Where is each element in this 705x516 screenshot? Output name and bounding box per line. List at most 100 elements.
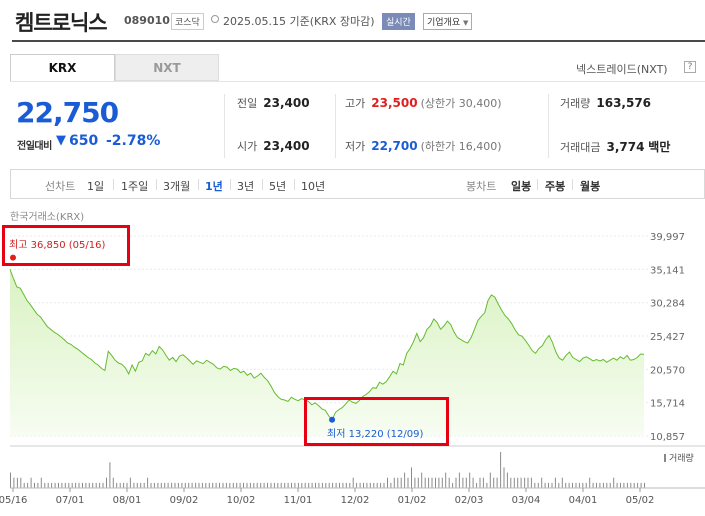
- y-tick-label: 35,141: [650, 265, 685, 276]
- volume-bar: [54, 482, 56, 488]
- period-1y[interactable]: 1년: [205, 180, 223, 193]
- volume-bar: [644, 482, 645, 488]
- tab-nxt[interactable]: NXT: [115, 54, 219, 81]
- volume-bar: [373, 482, 375, 488]
- volume-bar: [140, 482, 142, 488]
- volume-bar: [575, 482, 577, 488]
- volume-bar: [455, 477, 457, 488]
- volume-bar: [143, 482, 145, 488]
- volume-bar: [390, 482, 392, 488]
- price-chart[interactable]: 39,997 35,141 30,284 25,427 20,570 15,714 10,8…: [0, 220, 705, 516]
- period-1d[interactable]: 1일: [87, 180, 105, 193]
- volume-bar: [129, 477, 131, 488]
- volume-bar: [311, 482, 313, 488]
- volume-bar: [606, 482, 608, 488]
- volume-bar: [249, 482, 251, 488]
- volume-bar: [469, 472, 471, 488]
- help-icon[interactable]: ?: [684, 61, 696, 73]
- high-highlight-box: [2, 225, 130, 266]
- high-annotation: 최고 36,850 (05/16): [9, 236, 105, 251]
- volume-bar: [126, 482, 128, 488]
- volume-bar: [496, 477, 498, 488]
- volume-bar: [630, 482, 632, 488]
- volume-bar: [544, 482, 546, 488]
- low-value: 13,220: [348, 429, 384, 440]
- volume-bar: [332, 482, 334, 488]
- realtime-badge[interactable]: 실시간: [382, 13, 415, 30]
- volume-bar: [75, 482, 77, 488]
- volume-bar: [47, 482, 49, 488]
- period-3y[interactable]: 3년: [237, 180, 255, 193]
- volume-bar: [92, 482, 94, 488]
- volume-bar: [602, 482, 604, 488]
- volume-bar: [400, 477, 402, 488]
- period-10y[interactable]: 10년: [301, 180, 326, 193]
- volume-bar: [191, 482, 193, 488]
- stat-high: 고가 23,500 (상한가 30,400): [345, 95, 502, 111]
- stock-name: 켐트로닉스: [15, 11, 108, 35]
- down-arrow-icon: ▼: [56, 133, 66, 148]
- company-overview-dropdown[interactable]: 기업개요 ▼: [423, 13, 473, 30]
- volume-bar: [236, 482, 238, 488]
- x-tick-label: 12/02: [341, 495, 370, 506]
- volume-bar: [342, 482, 344, 488]
- period-divider: [537, 179, 538, 190]
- volume-bar: [376, 482, 378, 488]
- y-tick-label: 39,997: [650, 232, 685, 243]
- volume-bar: [198, 482, 200, 488]
- x-tick-label: 04/01: [569, 495, 598, 506]
- candle-weekly[interactable]: 주봉: [545, 180, 566, 193]
- header-divider: [12, 40, 705, 42]
- volume-bar: [181, 482, 183, 488]
- low-annotation: 최저 13,220 (12/09): [327, 425, 423, 440]
- low-date: (12/09): [386, 429, 424, 440]
- candle-daily[interactable]: 일봉: [511, 180, 532, 193]
- period-bar: 선차트 1일 1주일 3개월 1년 3년 5년 10년 봉차트 일봉 주봉 월봉: [10, 169, 705, 199]
- volume-bar: [119, 482, 121, 488]
- stat-unit: 백만: [648, 140, 671, 154]
- stock-code: 089010: [124, 14, 170, 27]
- volume-bar: [150, 482, 152, 488]
- period-5y[interactable]: 5년: [269, 180, 287, 193]
- volume-bar: [513, 477, 515, 488]
- candle-monthly[interactable]: 월봉: [580, 180, 601, 193]
- volume-bar: [34, 482, 35, 488]
- volume-bar: [482, 477, 484, 488]
- volume-bar: [356, 482, 358, 488]
- y-tick-label: 15,714: [650, 399, 685, 410]
- x-tick-label: 11/01: [284, 495, 313, 506]
- volume-bar: [51, 482, 53, 488]
- volume-bar: [537, 482, 539, 488]
- nextrade-link[interactable]: 넥스트레이드(NXT): [576, 63, 668, 76]
- period-1w[interactable]: 1주일: [121, 180, 149, 193]
- stat-value: 22,700: [371, 139, 418, 153]
- upper-limit: (상한가 30,400): [420, 97, 502, 110]
- volume-bar: [448, 477, 450, 488]
- volume-bar: [246, 482, 248, 488]
- volume-bar: [177, 482, 179, 488]
- stat-value: 3,774: [606, 140, 645, 154]
- volume-bar: [201, 482, 203, 488]
- volume-bar: [339, 482, 340, 488]
- period-3m[interactable]: 3개월: [163, 180, 191, 193]
- volume-bar: [445, 472, 447, 488]
- volume-bar: [345, 482, 347, 488]
- volume-bar: [328, 482, 330, 488]
- volume-bar: [44, 482, 46, 488]
- volume-bar: [438, 477, 440, 488]
- volume-bar: [637, 482, 639, 488]
- volume-bar: [383, 482, 385, 488]
- volume-bar: [572, 482, 573, 488]
- volume-bar: [397, 477, 399, 488]
- volume-bar: [366, 482, 368, 488]
- volume-bar: [16, 477, 18, 488]
- volume-bar: [215, 482, 217, 488]
- y-tick-label: 25,427: [650, 332, 685, 343]
- volume-bar: [208, 482, 210, 488]
- market-badge: 코스닥: [171, 13, 204, 30]
- volume-bar: [534, 482, 536, 488]
- tab-krx[interactable]: KRX: [10, 54, 115, 81]
- volume-bar: [167, 482, 169, 488]
- volume-bar: [205, 482, 207, 488]
- volume-bar: [280, 482, 282, 488]
